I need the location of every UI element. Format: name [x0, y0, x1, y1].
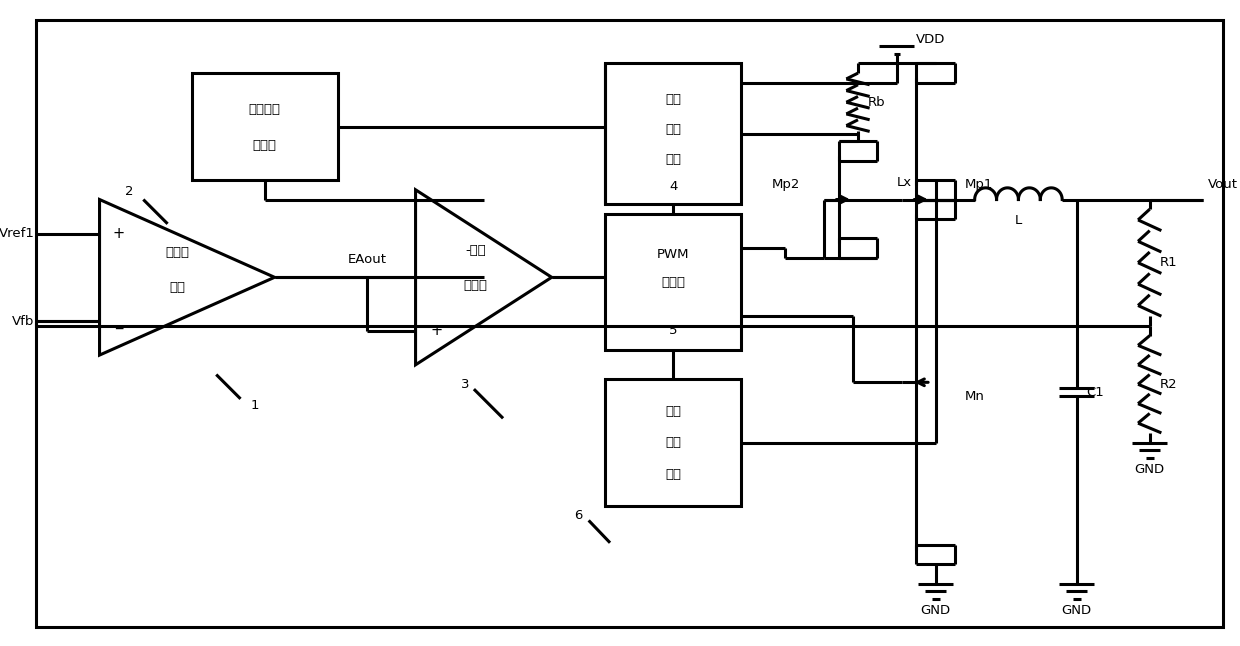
- Text: 比较器: 比较器: [464, 278, 487, 291]
- Text: 电路: 电路: [665, 468, 681, 481]
- Text: Mp2: Mp2: [771, 178, 800, 191]
- Text: 单元: 单元: [665, 153, 681, 166]
- Text: 4: 4: [670, 180, 677, 193]
- Text: Mn: Mn: [965, 390, 985, 403]
- Text: _: _: [115, 313, 123, 329]
- Text: R1: R1: [1159, 256, 1177, 269]
- Text: -第一: -第一: [465, 244, 486, 256]
- Text: VDD: VDD: [916, 32, 946, 46]
- Text: PWM: PWM: [657, 249, 689, 262]
- Text: 2: 2: [125, 185, 134, 198]
- Text: 检测: 检测: [665, 93, 681, 106]
- Text: Rb: Rb: [868, 96, 885, 109]
- Text: +: +: [113, 226, 125, 241]
- Text: 大器: 大器: [170, 280, 185, 293]
- Bar: [192, 73, 337, 180]
- Text: GND: GND: [1061, 604, 1092, 618]
- Text: 补偿: 补偿: [665, 123, 681, 136]
- Text: Vout: Vout: [1208, 178, 1238, 191]
- Bar: [605, 63, 742, 204]
- Text: +: +: [430, 323, 443, 339]
- Bar: [605, 379, 742, 506]
- Text: Mp1: Mp1: [965, 178, 993, 191]
- Text: Vfb: Vfb: [12, 315, 35, 328]
- Text: Vref1: Vref1: [0, 227, 35, 240]
- Text: C1: C1: [1086, 386, 1105, 399]
- Text: EAout: EAout: [347, 253, 387, 266]
- Text: 误差放: 误差放: [165, 247, 190, 260]
- Text: L: L: [1014, 214, 1022, 227]
- Text: 时钟信号: 时钟信号: [249, 103, 280, 116]
- Bar: [605, 214, 742, 350]
- Text: 控制器: 控制器: [661, 276, 686, 289]
- Text: 检测: 检测: [665, 436, 681, 449]
- Text: Lx: Lx: [897, 176, 911, 189]
- Text: 6: 6: [574, 509, 583, 522]
- Text: 过零: 过零: [665, 405, 681, 418]
- Text: 1: 1: [250, 399, 259, 412]
- Text: GND: GND: [921, 604, 951, 618]
- Text: R2: R2: [1159, 378, 1177, 391]
- Text: 5: 5: [670, 324, 677, 337]
- Text: 3: 3: [460, 378, 469, 391]
- Text: GND: GND: [1135, 463, 1164, 476]
- Text: 产生器: 产生器: [253, 138, 277, 152]
